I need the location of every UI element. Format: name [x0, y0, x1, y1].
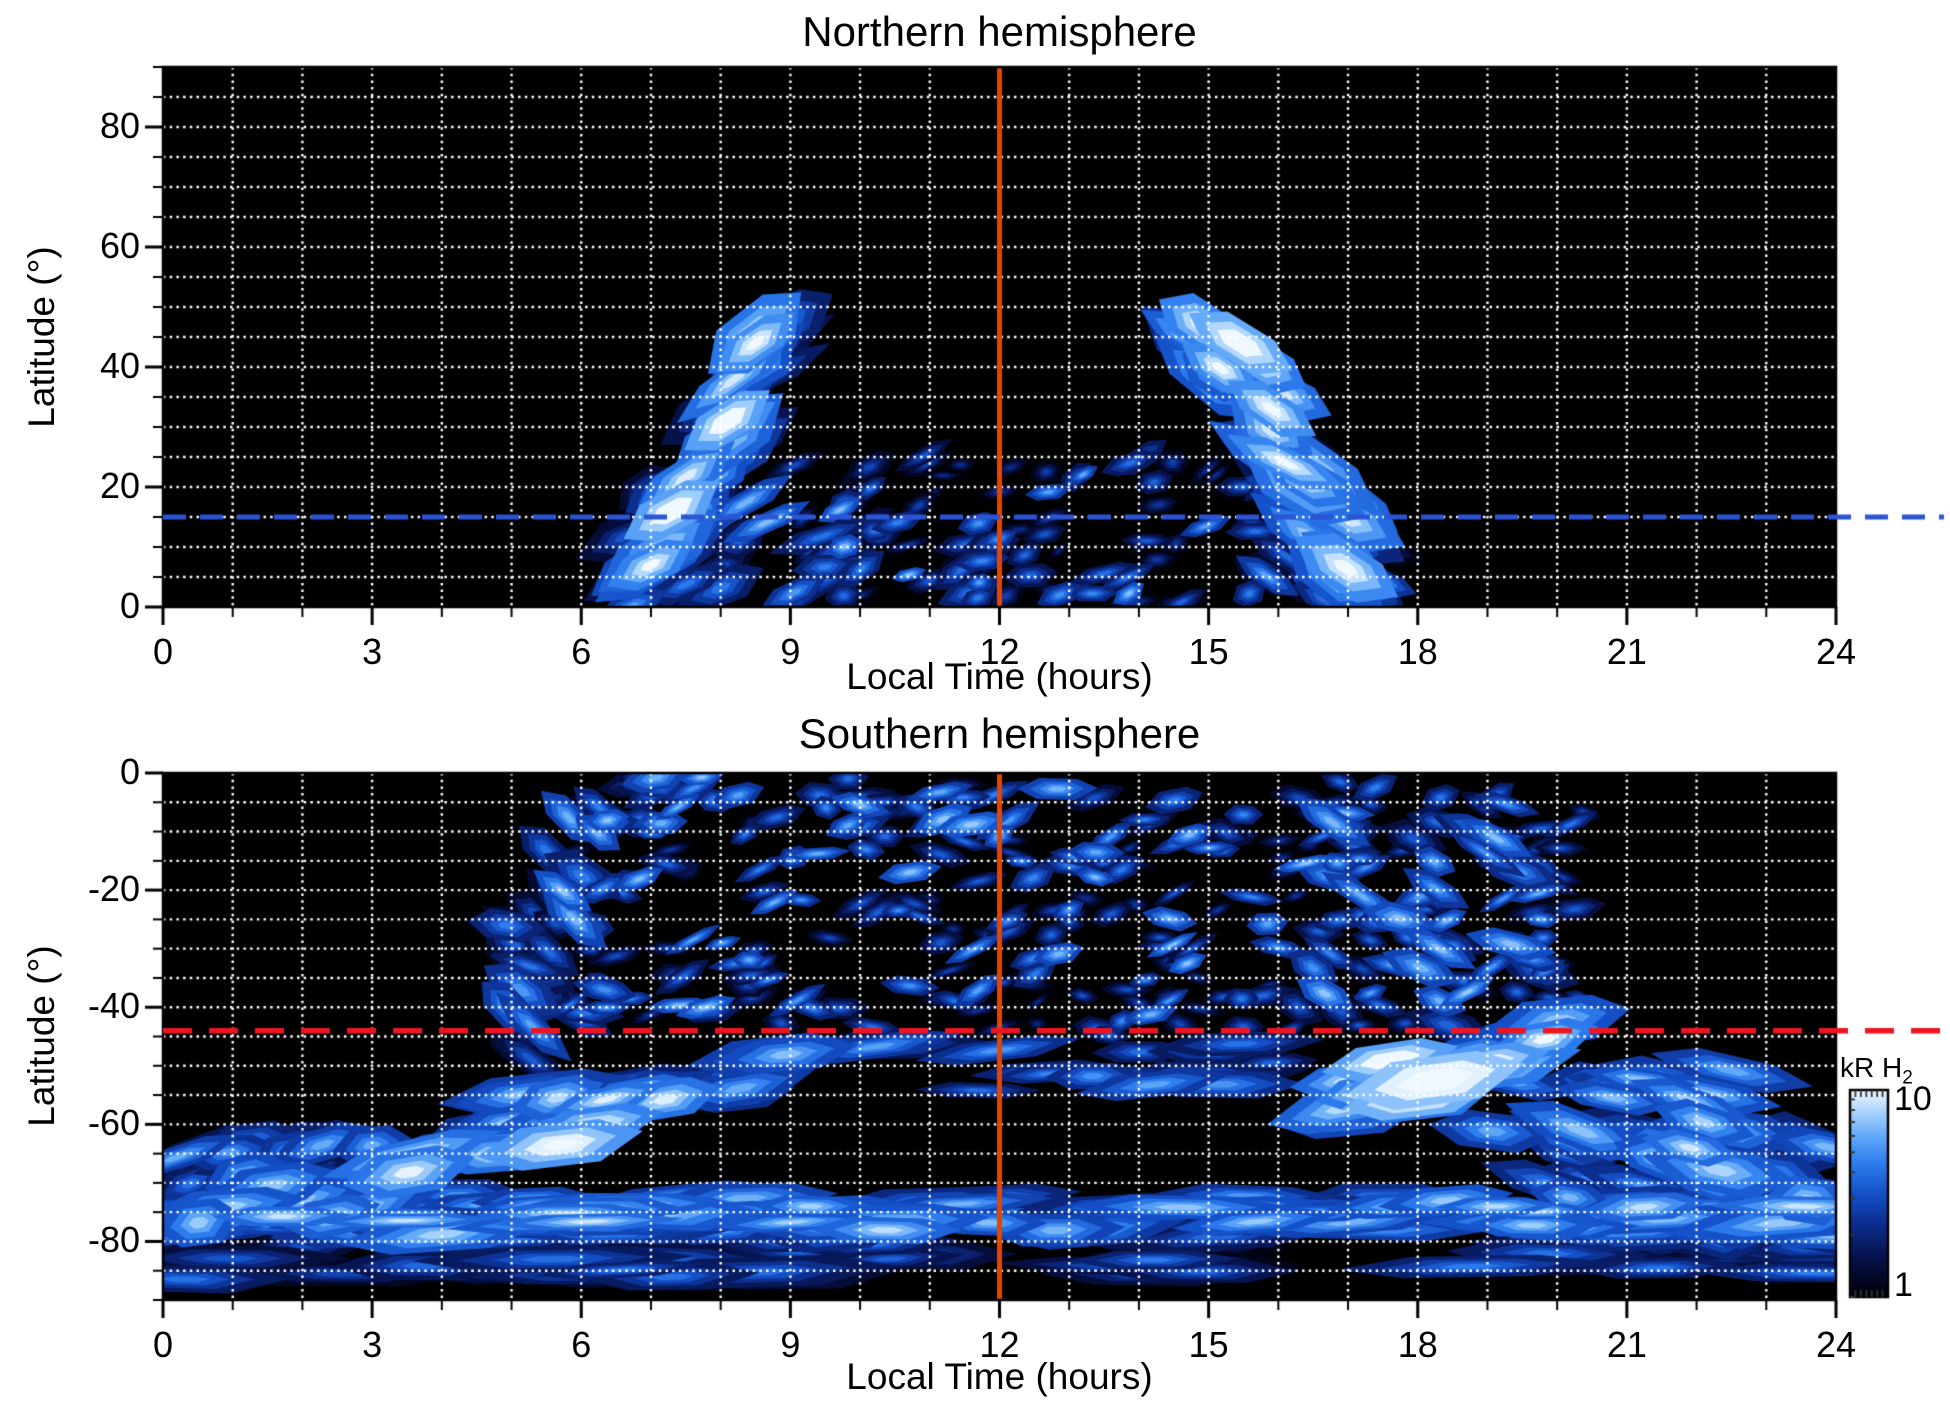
y-tick-label: 40	[99, 345, 140, 386]
x-tick-label: 21	[1606, 631, 1647, 672]
y-tick-label: 80	[99, 105, 140, 146]
x-tick-label: 21	[1606, 1324, 1647, 1365]
north-x-axis-label: Local Time (hours)	[846, 656, 1153, 697]
south-y-axis-label: Latitude (°)	[21, 945, 62, 1127]
x-tick-label: 24	[1815, 631, 1857, 672]
y-tick-label: -60	[87, 1102, 140, 1144]
y-tick-label: 0	[119, 585, 140, 626]
y-tick-label: -40	[87, 985, 140, 1027]
y-tick-label: 0	[119, 751, 140, 792]
x-tick-label: 15	[1188, 1324, 1229, 1365]
x-tick-label: 24	[1815, 1324, 1857, 1365]
x-tick-label: 3	[362, 631, 383, 672]
y-tick-label: 20	[99, 465, 140, 506]
north-y-axis-label: Latitude (°)	[21, 246, 62, 428]
x-tick-label: 9	[780, 631, 801, 672]
south-panel-title: Southern hemisphere	[798, 710, 1201, 757]
x-tick-label: 12	[979, 631, 1020, 672]
y-tick-label: 60	[99, 225, 140, 266]
colorbar-title: kR H2	[1840, 1052, 1913, 1089]
south-x-axis-label: Local Time (hours)	[846, 1356, 1153, 1397]
x-tick-label: 0	[152, 631, 174, 672]
x-tick-label: 18	[1397, 1324, 1438, 1365]
colorbar-max-label: 10	[1894, 1080, 1932, 1118]
x-tick-label: 18	[1397, 631, 1438, 672]
north-panel-title: Northern hemisphere	[802, 8, 1197, 55]
colorbar-min-label: 1	[1894, 1266, 1913, 1304]
y-tick-label: -80	[87, 1219, 140, 1261]
x-tick-label: 15	[1188, 631, 1229, 672]
x-tick-label: 12	[979, 1324, 1020, 1365]
x-tick-label: 6	[571, 1324, 592, 1365]
x-tick-label: 3	[362, 1324, 383, 1365]
x-tick-label: 0	[152, 1324, 174, 1365]
x-tick-label: 6	[571, 631, 592, 672]
x-tick-label: 9	[780, 1324, 801, 1365]
y-tick-label: -20	[87, 868, 140, 910]
